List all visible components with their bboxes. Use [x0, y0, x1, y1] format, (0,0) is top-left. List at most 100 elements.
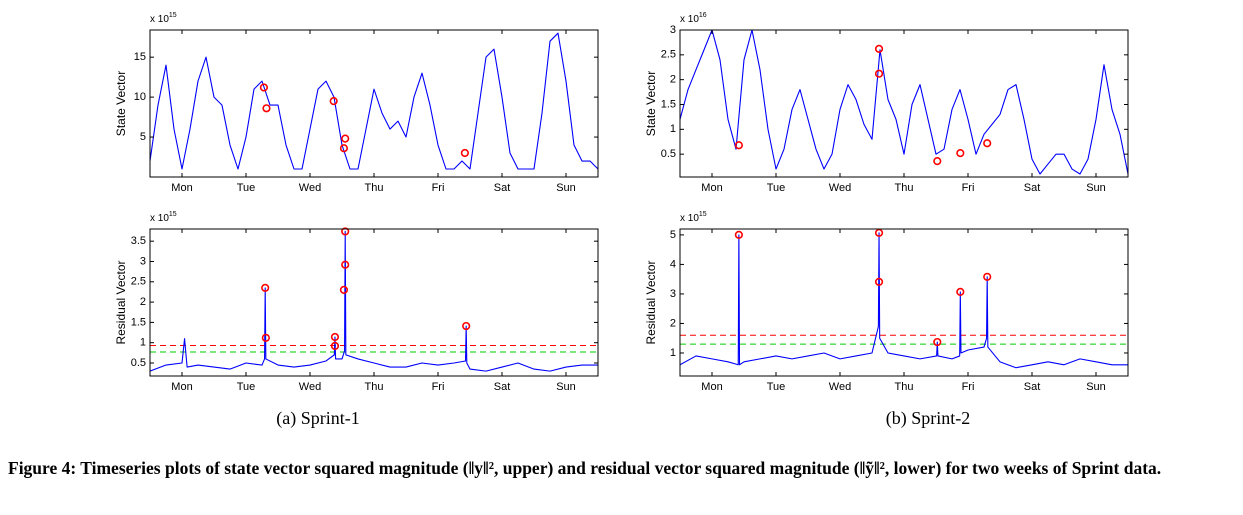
anomaly-marker — [339, 285, 349, 295]
anomaly-marker — [956, 149, 965, 158]
y-tick-label: 15 — [134, 51, 146, 63]
x-tick-label: Sat — [1024, 381, 1041, 393]
subcaption: (a) Sprint-1 — [276, 408, 359, 429]
plot-area — [150, 230, 598, 372]
anomaly-marker — [983, 139, 992, 148]
y-tick-label: 4 — [670, 258, 676, 270]
anomaly-marker — [874, 277, 884, 286]
y-tick-label: 1 — [670, 347, 676, 359]
anomaly-marker — [460, 148, 469, 158]
multiplier-exponent: 15 — [169, 12, 177, 19]
x-tick-label: Mon — [701, 182, 722, 194]
x-tick-label: Sun — [556, 182, 576, 194]
anomaly-marker — [341, 134, 350, 143]
series-line — [680, 232, 1128, 369]
multiplier-exponent: 16 — [699, 12, 707, 19]
x-tick-label: Sat — [1024, 182, 1041, 194]
y-tick-label: 1 — [140, 337, 146, 349]
plot-area — [680, 30, 1128, 175]
anomaly-marker — [259, 83, 269, 92]
anomaly-marker — [933, 337, 942, 347]
y-tick-label: 2 — [140, 296, 146, 308]
x-tick-label: Sat — [494, 381, 511, 393]
y-tick-label: 1 — [670, 123, 676, 135]
x-tick-label: Thu — [895, 381, 914, 393]
x-tick-label: Thu — [365, 381, 384, 393]
x-tick-label: Tue — [237, 182, 256, 194]
series-line — [150, 32, 598, 170]
axis-multiplier: x 1015 — [680, 211, 707, 224]
anomaly-marker — [330, 332, 340, 342]
y-tick-label: 5 — [670, 229, 676, 241]
x-tick-label: Mon — [701, 381, 722, 393]
anomaly-marker — [874, 228, 884, 237]
anomaly-marker — [339, 144, 349, 153]
y-axis-label: State Vector — [114, 71, 128, 136]
multiplier-base: x 10 — [150, 14, 169, 25]
y-tick-label: 2 — [670, 317, 676, 329]
axes-frame — [149, 228, 599, 377]
x-tick-label: Sat — [494, 182, 511, 194]
x-tick-label: Fri — [962, 182, 975, 194]
plot-area — [680, 232, 1128, 369]
x-tick-label: Sun — [1086, 381, 1106, 393]
y-tick-label: 3.5 — [131, 235, 146, 247]
anomaly-marker — [933, 157, 942, 166]
x-tick-label: Fri — [432, 381, 445, 393]
anomaly-marker — [341, 260, 350, 269]
anomaly-marker — [330, 341, 340, 351]
axis-multiplier: x 1016 — [680, 12, 707, 25]
anomaly-marker — [261, 283, 270, 292]
figure: (a) Sprint-1 (b) Sprint-2 5 10 15 Mon Tue Wed… — [114, 12, 1129, 429]
anomaly-marker — [262, 104, 271, 113]
y-tick-label: 2.5 — [131, 276, 146, 288]
x-tick-label: Wed — [829, 182, 851, 194]
y-tick-label: 10 — [134, 91, 146, 103]
x-tick-label: Fri — [962, 381, 975, 393]
y-tick-label: 1.5 — [661, 98, 676, 110]
y-tick-label: 3 — [140, 255, 146, 267]
series-line — [680, 30, 1128, 175]
axis-multiplier: x 1015 — [150, 12, 177, 25]
y-tick-label: 0.5 — [661, 148, 676, 160]
anomaly-marker — [261, 333, 270, 342]
multiplier-base: x 10 — [150, 213, 169, 224]
y-tick-label: 3 — [670, 24, 676, 36]
y-axis-label: State Vector — [644, 71, 658, 136]
y-tick-label: 3 — [670, 288, 676, 300]
anomaly-marker — [874, 44, 884, 53]
caption: Figure 4: Timeseries plots of state vect… — [8, 458, 1162, 478]
multiplier-exponent: 15 — [699, 211, 707, 218]
x-tick-label: Tue — [767, 182, 786, 194]
anomaly-marker — [734, 141, 743, 150]
x-tick-label: Tue — [767, 381, 786, 393]
anomaly-marker — [329, 97, 338, 106]
y-tick-label: 2.5 — [661, 49, 676, 61]
subcaption: (b) Sprint-2 — [886, 408, 971, 429]
axes-frame — [149, 29, 599, 178]
multiplier-base: x 10 — [680, 213, 699, 224]
anomaly-marker — [341, 227, 350, 236]
x-tick-label: Sun — [556, 381, 576, 393]
anomaly-marker — [983, 272, 992, 281]
x-tick-label: Wed — [299, 381, 321, 393]
anomaly-marker — [874, 69, 884, 78]
plot-area — [150, 32, 598, 170]
series-line — [150, 230, 598, 372]
y-axis-label: Residual Vector — [644, 260, 658, 344]
y-axis-label: Residual Vector — [114, 260, 128, 344]
multiplier-base: x 10 — [680, 14, 699, 25]
anomaly-marker — [462, 321, 471, 331]
x-tick-label: Thu — [365, 182, 384, 194]
x-tick-label: Thu — [895, 182, 914, 194]
anomaly-marker — [734, 230, 743, 240]
x-tick-label: Mon — [171, 381, 192, 393]
axis-multiplier: x 1015 — [150, 211, 177, 224]
multiplier-exponent: 15 — [169, 211, 177, 218]
y-tick-label: 2 — [670, 74, 676, 86]
y-tick-label: 0.5 — [131, 357, 146, 369]
axes-frame — [679, 228, 1129, 377]
x-tick-label: Wed — [829, 381, 851, 393]
anomaly-marker — [956, 287, 965, 296]
